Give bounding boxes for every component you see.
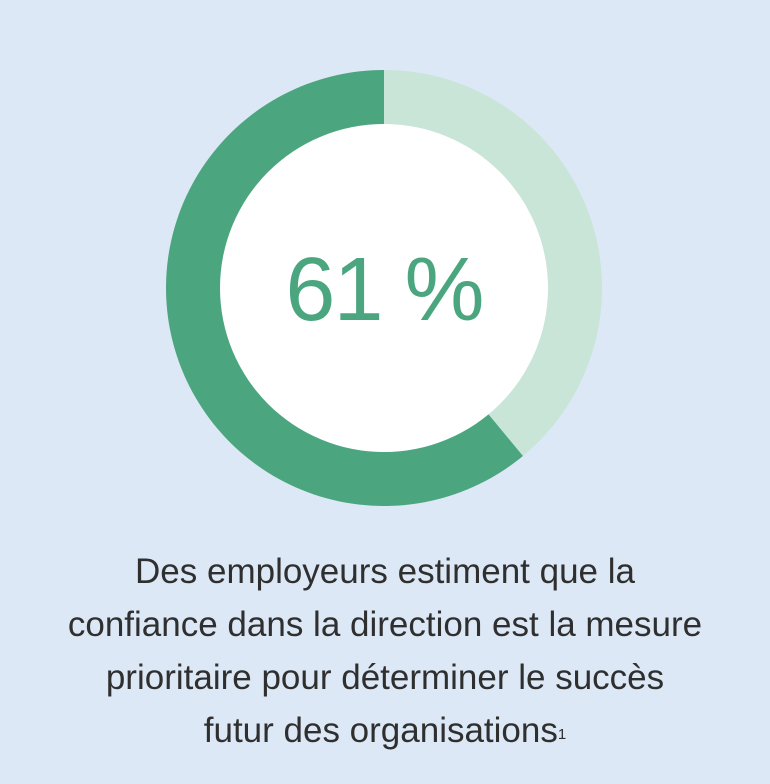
caption-line-4: futur des organisations1: [20, 704, 750, 757]
percentage-value: 61 %: [285, 240, 482, 340]
caption-line-4-text: futur des organisations: [203, 711, 558, 750]
donut-chart: 61 %: [165, 70, 602, 507]
caption-line-1: Des employeurs estiment que la: [135, 552, 635, 591]
caption-line-2: confiance dans la direction est la mesur…: [67, 605, 703, 644]
donut-hole: [220, 124, 548, 452]
caption: Des employeurs estiment que la confiance…: [20, 545, 750, 757]
footnote-marker: 1: [557, 726, 567, 743]
caption-line-3: prioritaire pour déterminer le succès: [105, 658, 665, 697]
